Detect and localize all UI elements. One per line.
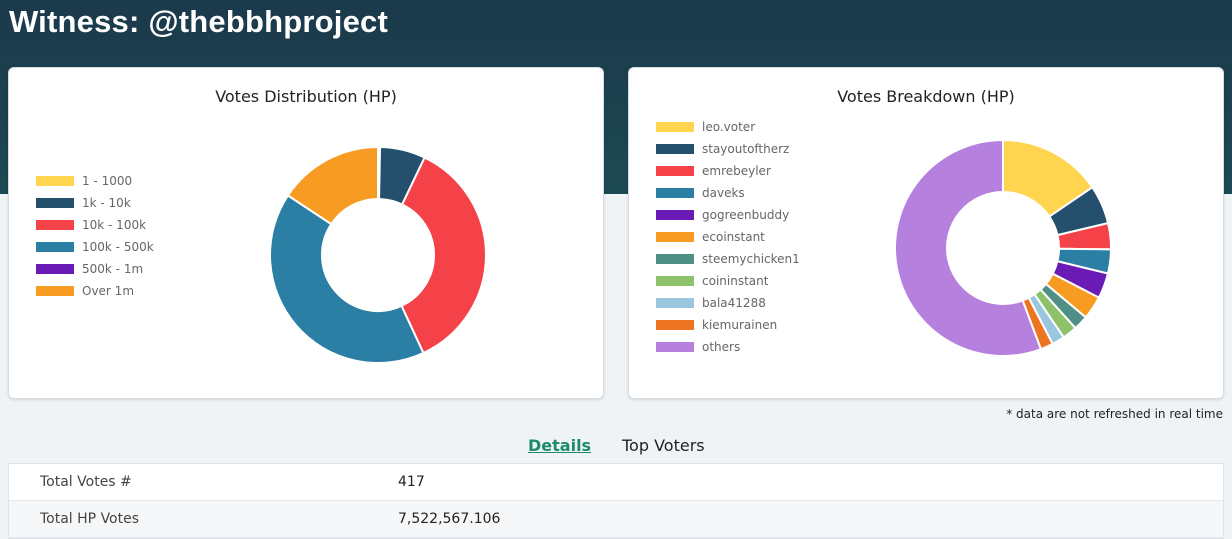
votes-breakdown-card: Votes Breakdown (HP) leo.voter stayoutoft… bbox=[628, 67, 1224, 399]
row-label: Total Votes # bbox=[40, 474, 132, 490]
legend-item[interactable]: 100k - 500k bbox=[36, 236, 154, 258]
legend-item[interactable]: ecoinstant bbox=[656, 226, 800, 248]
page-title: Witness: @thebbhproject bbox=[9, 4, 389, 39]
legend-swatch bbox=[656, 122, 694, 132]
legend-label: Over 1m bbox=[82, 284, 135, 298]
legend-swatch bbox=[36, 242, 74, 252]
legend-label: daveks bbox=[702, 186, 745, 200]
legend-label: steemychicken1 bbox=[702, 252, 800, 266]
chart-title: Votes Breakdown (HP) bbox=[837, 87, 1015, 106]
legend-swatch bbox=[656, 276, 694, 286]
legend-item[interactable]: gogreenbuddy bbox=[656, 204, 800, 226]
legend-label: leo.voter bbox=[702, 120, 756, 134]
votes-breakdown-donut bbox=[894, 139, 1112, 357]
pie-slice[interactable] bbox=[286, 145, 379, 226]
legend-label: 500k - 1m bbox=[82, 262, 144, 276]
legend-label: 1k - 10k bbox=[82, 196, 131, 210]
legend-item[interactable]: Over 1m bbox=[36, 280, 154, 302]
pie-slice[interactable] bbox=[400, 156, 487, 355]
legend-swatch bbox=[36, 176, 74, 186]
pie-slice[interactable] bbox=[894, 139, 1043, 357]
refresh-note: * data are not refreshed in real time bbox=[1006, 407, 1223, 421]
legend-item[interactable]: stayoutoftherz bbox=[656, 138, 800, 160]
legend-swatch bbox=[656, 342, 694, 352]
legend-label: bala41288 bbox=[702, 296, 766, 310]
legend-label: 1 - 1000 bbox=[82, 174, 133, 188]
legend-label: kiemurainen bbox=[702, 318, 778, 332]
tab-details[interactable]: Details bbox=[528, 436, 592, 455]
row-value: 417 bbox=[398, 474, 425, 490]
legend-swatch bbox=[36, 286, 74, 296]
legend-label: emrebeyler bbox=[702, 164, 771, 178]
row-label: Total HP Votes bbox=[40, 511, 140, 527]
legend-item[interactable]: leo.voter bbox=[656, 116, 800, 138]
legend-swatch bbox=[36, 264, 74, 274]
legend-item[interactable]: kiemurainen bbox=[656, 314, 800, 336]
table-row: Total Votes # 417 bbox=[9, 464, 1223, 501]
legend-swatch bbox=[656, 320, 694, 330]
pie-slice[interactable] bbox=[269, 194, 425, 364]
chart-title: Votes Distribution (HP) bbox=[215, 87, 397, 106]
legend-label: ecoinstant bbox=[702, 230, 765, 244]
legend-swatch bbox=[36, 198, 74, 208]
chart-legend: leo.voter stayoutoftherz emrebeyler daveks g… bbox=[656, 116, 800, 358]
chart-legend: 1 - 1000 1k - 10k 10k - 100k 100k - 500k 500… bbox=[36, 170, 154, 302]
details-table: Total Votes # 417 Total HP Votes 7,522,5… bbox=[8, 463, 1224, 539]
legend-label: stayoutoftherz bbox=[702, 142, 790, 156]
legend-item[interactable]: 500k - 1m bbox=[36, 258, 154, 280]
legend-item[interactable]: 1 - 1000 bbox=[36, 170, 154, 192]
legend-swatch bbox=[656, 166, 694, 176]
legend-label: coininstant bbox=[702, 274, 769, 288]
legend-item[interactable]: 10k - 100k bbox=[36, 214, 154, 236]
row-value: 7,522,567.106 bbox=[398, 511, 501, 527]
legend-swatch bbox=[656, 144, 694, 154]
legend-item[interactable]: bala41288 bbox=[656, 292, 800, 314]
legend-swatch bbox=[656, 232, 694, 242]
legend-swatch bbox=[36, 220, 74, 230]
legend-label: gogreenbuddy bbox=[702, 208, 790, 222]
legend-item[interactable]: daveks bbox=[656, 182, 800, 204]
legend-item[interactable]: steemychicken1 bbox=[656, 248, 800, 270]
legend-item[interactable]: emrebeyler bbox=[656, 160, 800, 182]
legend-label: others bbox=[702, 340, 741, 354]
legend-item[interactable]: others bbox=[656, 336, 800, 358]
legend-swatch bbox=[656, 298, 694, 308]
legend-swatch bbox=[656, 210, 694, 220]
votes-distribution-donut bbox=[269, 145, 487, 364]
legend-swatch bbox=[656, 188, 694, 198]
tab-bar: Details Top Voters bbox=[0, 436, 1232, 456]
votes-distribution-card: Votes Distribution (HP) 1 - 1000 1k - 10k… bbox=[8, 67, 604, 399]
legend-item[interactable]: coininstant bbox=[656, 270, 800, 292]
legend-label: 10k - 100k bbox=[82, 218, 147, 232]
tab-top-voters[interactable]: Top Voters bbox=[622, 436, 705, 455]
legend-item[interactable]: 1k - 10k bbox=[36, 192, 154, 214]
legend-swatch bbox=[656, 254, 694, 264]
legend-label: 100k - 500k bbox=[82, 240, 154, 254]
table-row: Total HP Votes 7,522,567.106 bbox=[9, 501, 1223, 538]
